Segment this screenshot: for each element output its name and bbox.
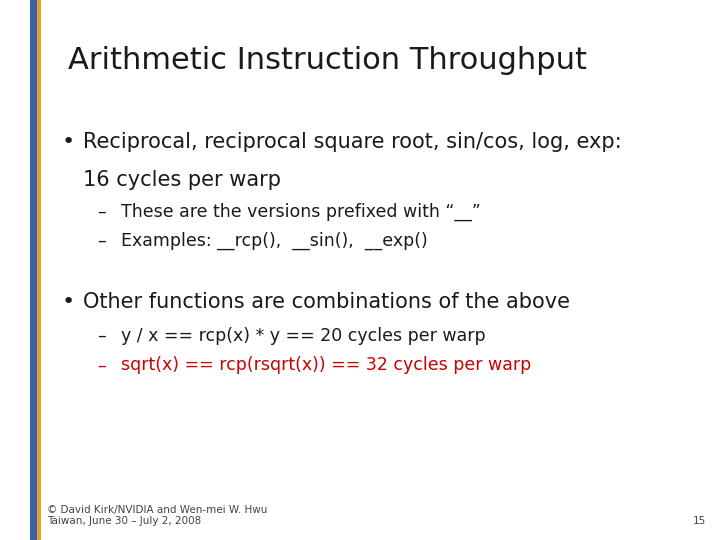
Text: 15: 15 [693,516,706,526]
Text: •: • [61,292,74,312]
Text: –: – [97,232,106,250]
Text: y / x == rcp(x) * y == 20 cycles per warp: y / x == rcp(x) * y == 20 cycles per war… [121,327,485,345]
Text: Other functions are combinations of the above: Other functions are combinations of the … [83,292,570,312]
Text: Arithmetic Instruction Throughput: Arithmetic Instruction Throughput [68,46,588,75]
Text: 16 cycles per warp: 16 cycles per warp [83,170,281,190]
Text: Reciprocal, reciprocal square root, sin/cos, log, exp:: Reciprocal, reciprocal square root, sin/… [83,132,621,152]
Text: sqrt(x) == rcp(rsqrt(x)) == 32 cycles per warp: sqrt(x) == rcp(rsqrt(x)) == 32 cycles pe… [121,356,531,374]
Bar [37,0,41,540]
Text: –: – [97,356,106,374]
Text: These are the versions prefixed with “__”: These are the versions prefixed with “__… [121,202,481,221]
Text: © David Kirk/NVIDIA and Wen-mei W. Hwu
Taiwan, June 30 – July 2, 2008: © David Kirk/NVIDIA and Wen-mei W. Hwu T… [47,505,267,526]
Bar [30,0,37,540]
Text: Examples: __rcp(),  __sin(),  __exp(): Examples: __rcp(), __sin(), __exp() [121,232,428,251]
Text: •: • [61,132,74,152]
Text: –: – [97,202,106,220]
Text: –: – [97,327,106,345]
